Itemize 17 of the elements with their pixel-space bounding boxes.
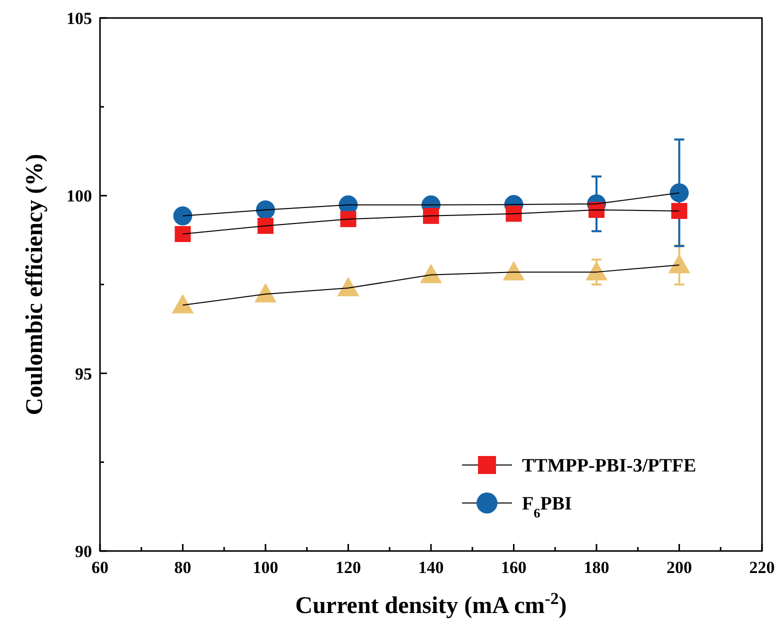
x-axis-title: Current density (mA cm$^{-2}$)	[295, 588, 567, 619]
y-tick-label: 95	[75, 364, 92, 384]
y-tick-label: 105	[66, 8, 92, 28]
x-tick-label: 160	[501, 558, 526, 577]
x-tick-label: 200	[666, 558, 692, 577]
x-tick-label: 120	[336, 558, 361, 577]
x-tick-label: 140	[418, 558, 444, 577]
y-tick-label: 100	[66, 186, 92, 206]
x-tick-label: 220	[749, 558, 775, 577]
y-tick-label: 90	[75, 542, 92, 561]
legend-label: TTMPP-PBI-3/PTFE	[522, 456, 696, 477]
x-tick-label: 60	[92, 558, 108, 577]
x-tick-label: 80	[174, 558, 192, 577]
x-tick-label: 100	[252, 558, 278, 577]
legend-label: F$_{6}$PBI	[522, 494, 572, 520]
x-tick-label: 180	[584, 558, 610, 577]
y-axis-title: Coulombic efficiency (%)	[22, 154, 48, 416]
